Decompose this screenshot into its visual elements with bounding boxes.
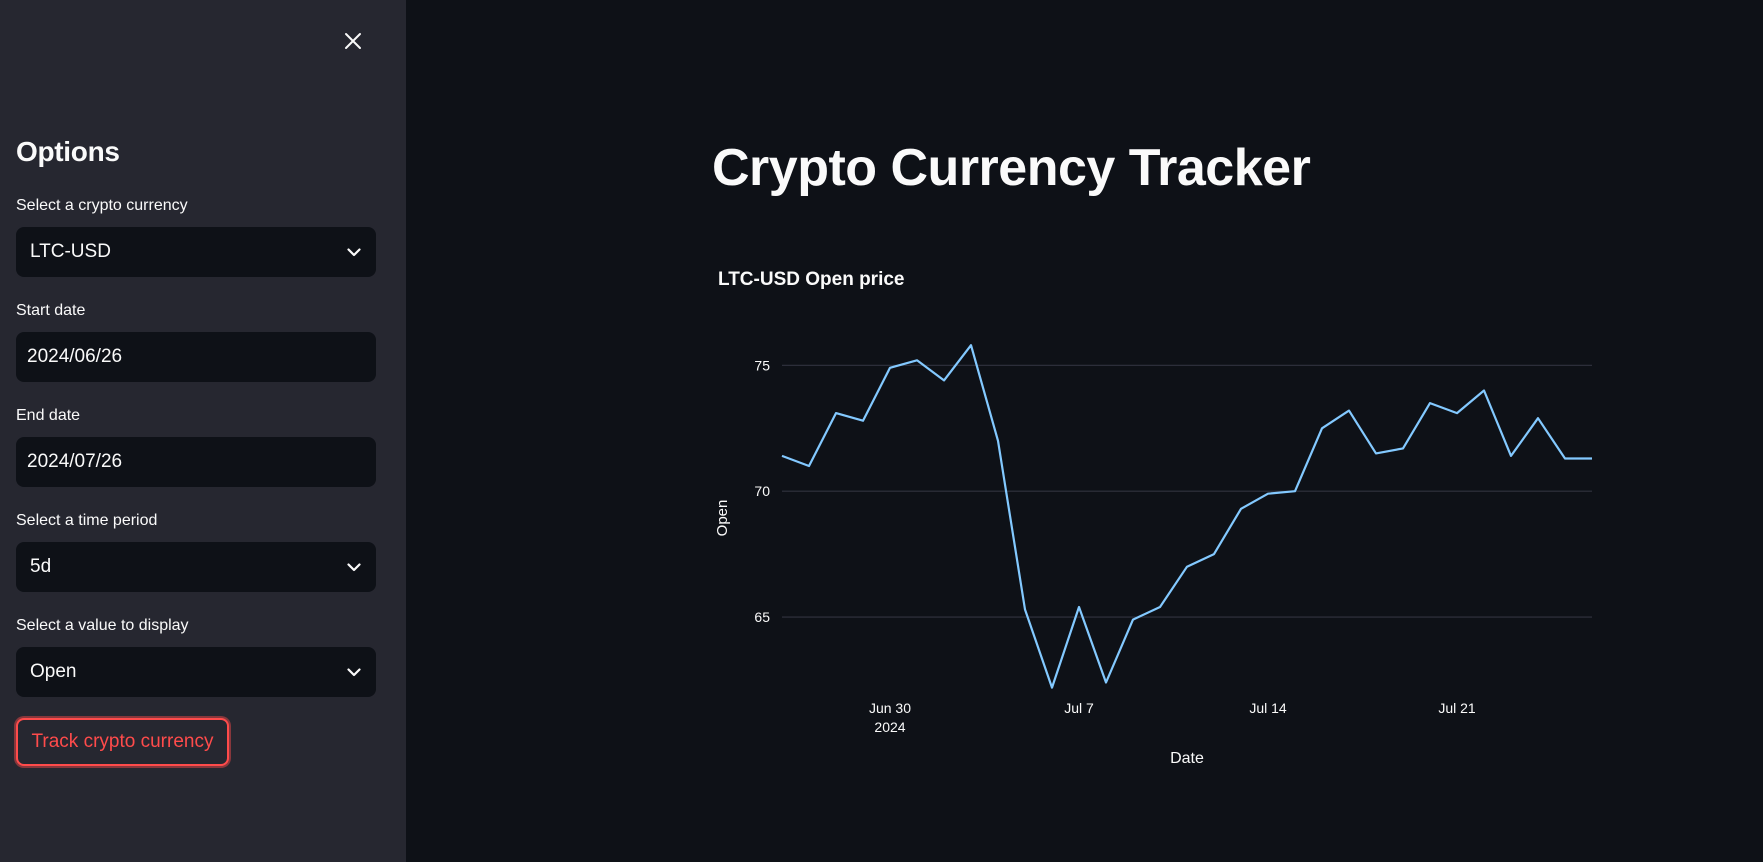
x-tick-label: Jul 7 bbox=[1064, 700, 1094, 716]
chart-gridlines bbox=[782, 364, 1592, 618]
series-line-open bbox=[781, 344, 1592, 689]
close-icon bbox=[345, 33, 361, 49]
crypto-select[interactable]: LTC-USD bbox=[16, 227, 376, 277]
y-tick-label: 65 bbox=[754, 609, 770, 625]
chevron-down-icon bbox=[344, 557, 364, 577]
start-date-input[interactable]: 2024/06/26 bbox=[16, 332, 376, 382]
y-axis-ticks: 65 70 75 bbox=[754, 357, 770, 625]
x-tick-label: Jul 14 bbox=[1249, 700, 1287, 716]
chevron-down-icon bbox=[344, 662, 364, 682]
time-period-select[interactable]: 5d bbox=[16, 542, 376, 592]
end-date-value: 2024/07/26 bbox=[27, 451, 123, 472]
y-tick-label: 70 bbox=[754, 483, 770, 499]
close-sidebar-button[interactable] bbox=[338, 26, 368, 56]
x-tick-sublabel: 2024 bbox=[874, 719, 905, 735]
x-axis-label: Date bbox=[1170, 750, 1204, 767]
end-date-label: End date bbox=[16, 407, 81, 424]
start-date-value: 2024/06/26 bbox=[27, 346, 123, 367]
x-axis-ticks: Jun 30 2024 Jul 7 Jul 14 Jul 21 bbox=[869, 700, 1476, 735]
time-period-value: 5d bbox=[30, 556, 52, 577]
display-value-value: Open bbox=[30, 661, 77, 682]
x-tick-label: Jun 30 bbox=[869, 700, 911, 716]
sidebar-title: Options bbox=[16, 136, 120, 167]
crypto-select-label: Select a crypto currency bbox=[16, 197, 188, 214]
chart-title: LTC-USD Open price bbox=[718, 269, 905, 290]
chevron-down-icon bbox=[344, 242, 364, 262]
page-title: Crypto Currency Tracker bbox=[712, 139, 1311, 197]
y-axis-label: Open bbox=[714, 500, 731, 537]
sidebar: Options Select a crypto currency LTC-USD… bbox=[0, 0, 406, 862]
x-tick-label: Jul 21 bbox=[1438, 700, 1476, 716]
display-value-label: Select a value to display bbox=[16, 617, 189, 634]
end-date-input[interactable]: 2024/07/26 bbox=[16, 437, 376, 487]
crypto-select-value: LTC-USD bbox=[30, 241, 111, 262]
y-tick-label: 75 bbox=[754, 357, 770, 373]
display-value-select[interactable]: Open bbox=[16, 647, 376, 697]
time-period-label: Select a time period bbox=[16, 512, 158, 529]
track-crypto-button[interactable]: Track crypto currency bbox=[16, 718, 229, 766]
start-date-label: Start date bbox=[16, 302, 86, 319]
